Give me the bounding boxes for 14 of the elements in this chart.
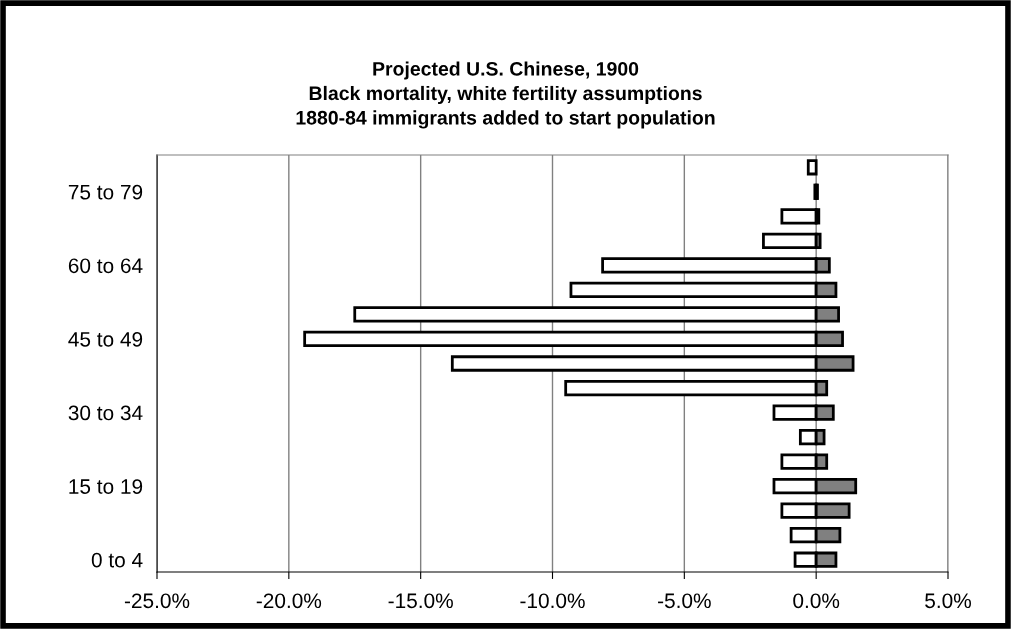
x-tick-label: -20.0% [256,593,322,609]
y-tick-label: 15 to 19 [69,479,143,494]
y-tick-label: 0 to 4 [91,552,143,568]
x-tick-label: -15.0% [388,593,453,609]
y-tick-label: 75 to 79 [68,184,143,200]
chart-title: Projected U.S. Chinese, 1900 Black mortality, white fertility assumptions 1880-84 immigrants added to start population [296,61,715,129]
x-tick-label: 5.0% [925,593,971,609]
y-tick-label: 60 to 64 [68,258,143,274]
y-tick-label: 30 to 34 [68,405,143,421]
x-tick-label: -5.0% [658,593,711,609]
x-tick-label: 0.0% [793,593,840,609]
y-tick-label: 45 to 49 [68,331,143,347]
x-tick-label: -25.0% [124,593,190,609]
x-tick-label: -10.0% [520,593,585,609]
